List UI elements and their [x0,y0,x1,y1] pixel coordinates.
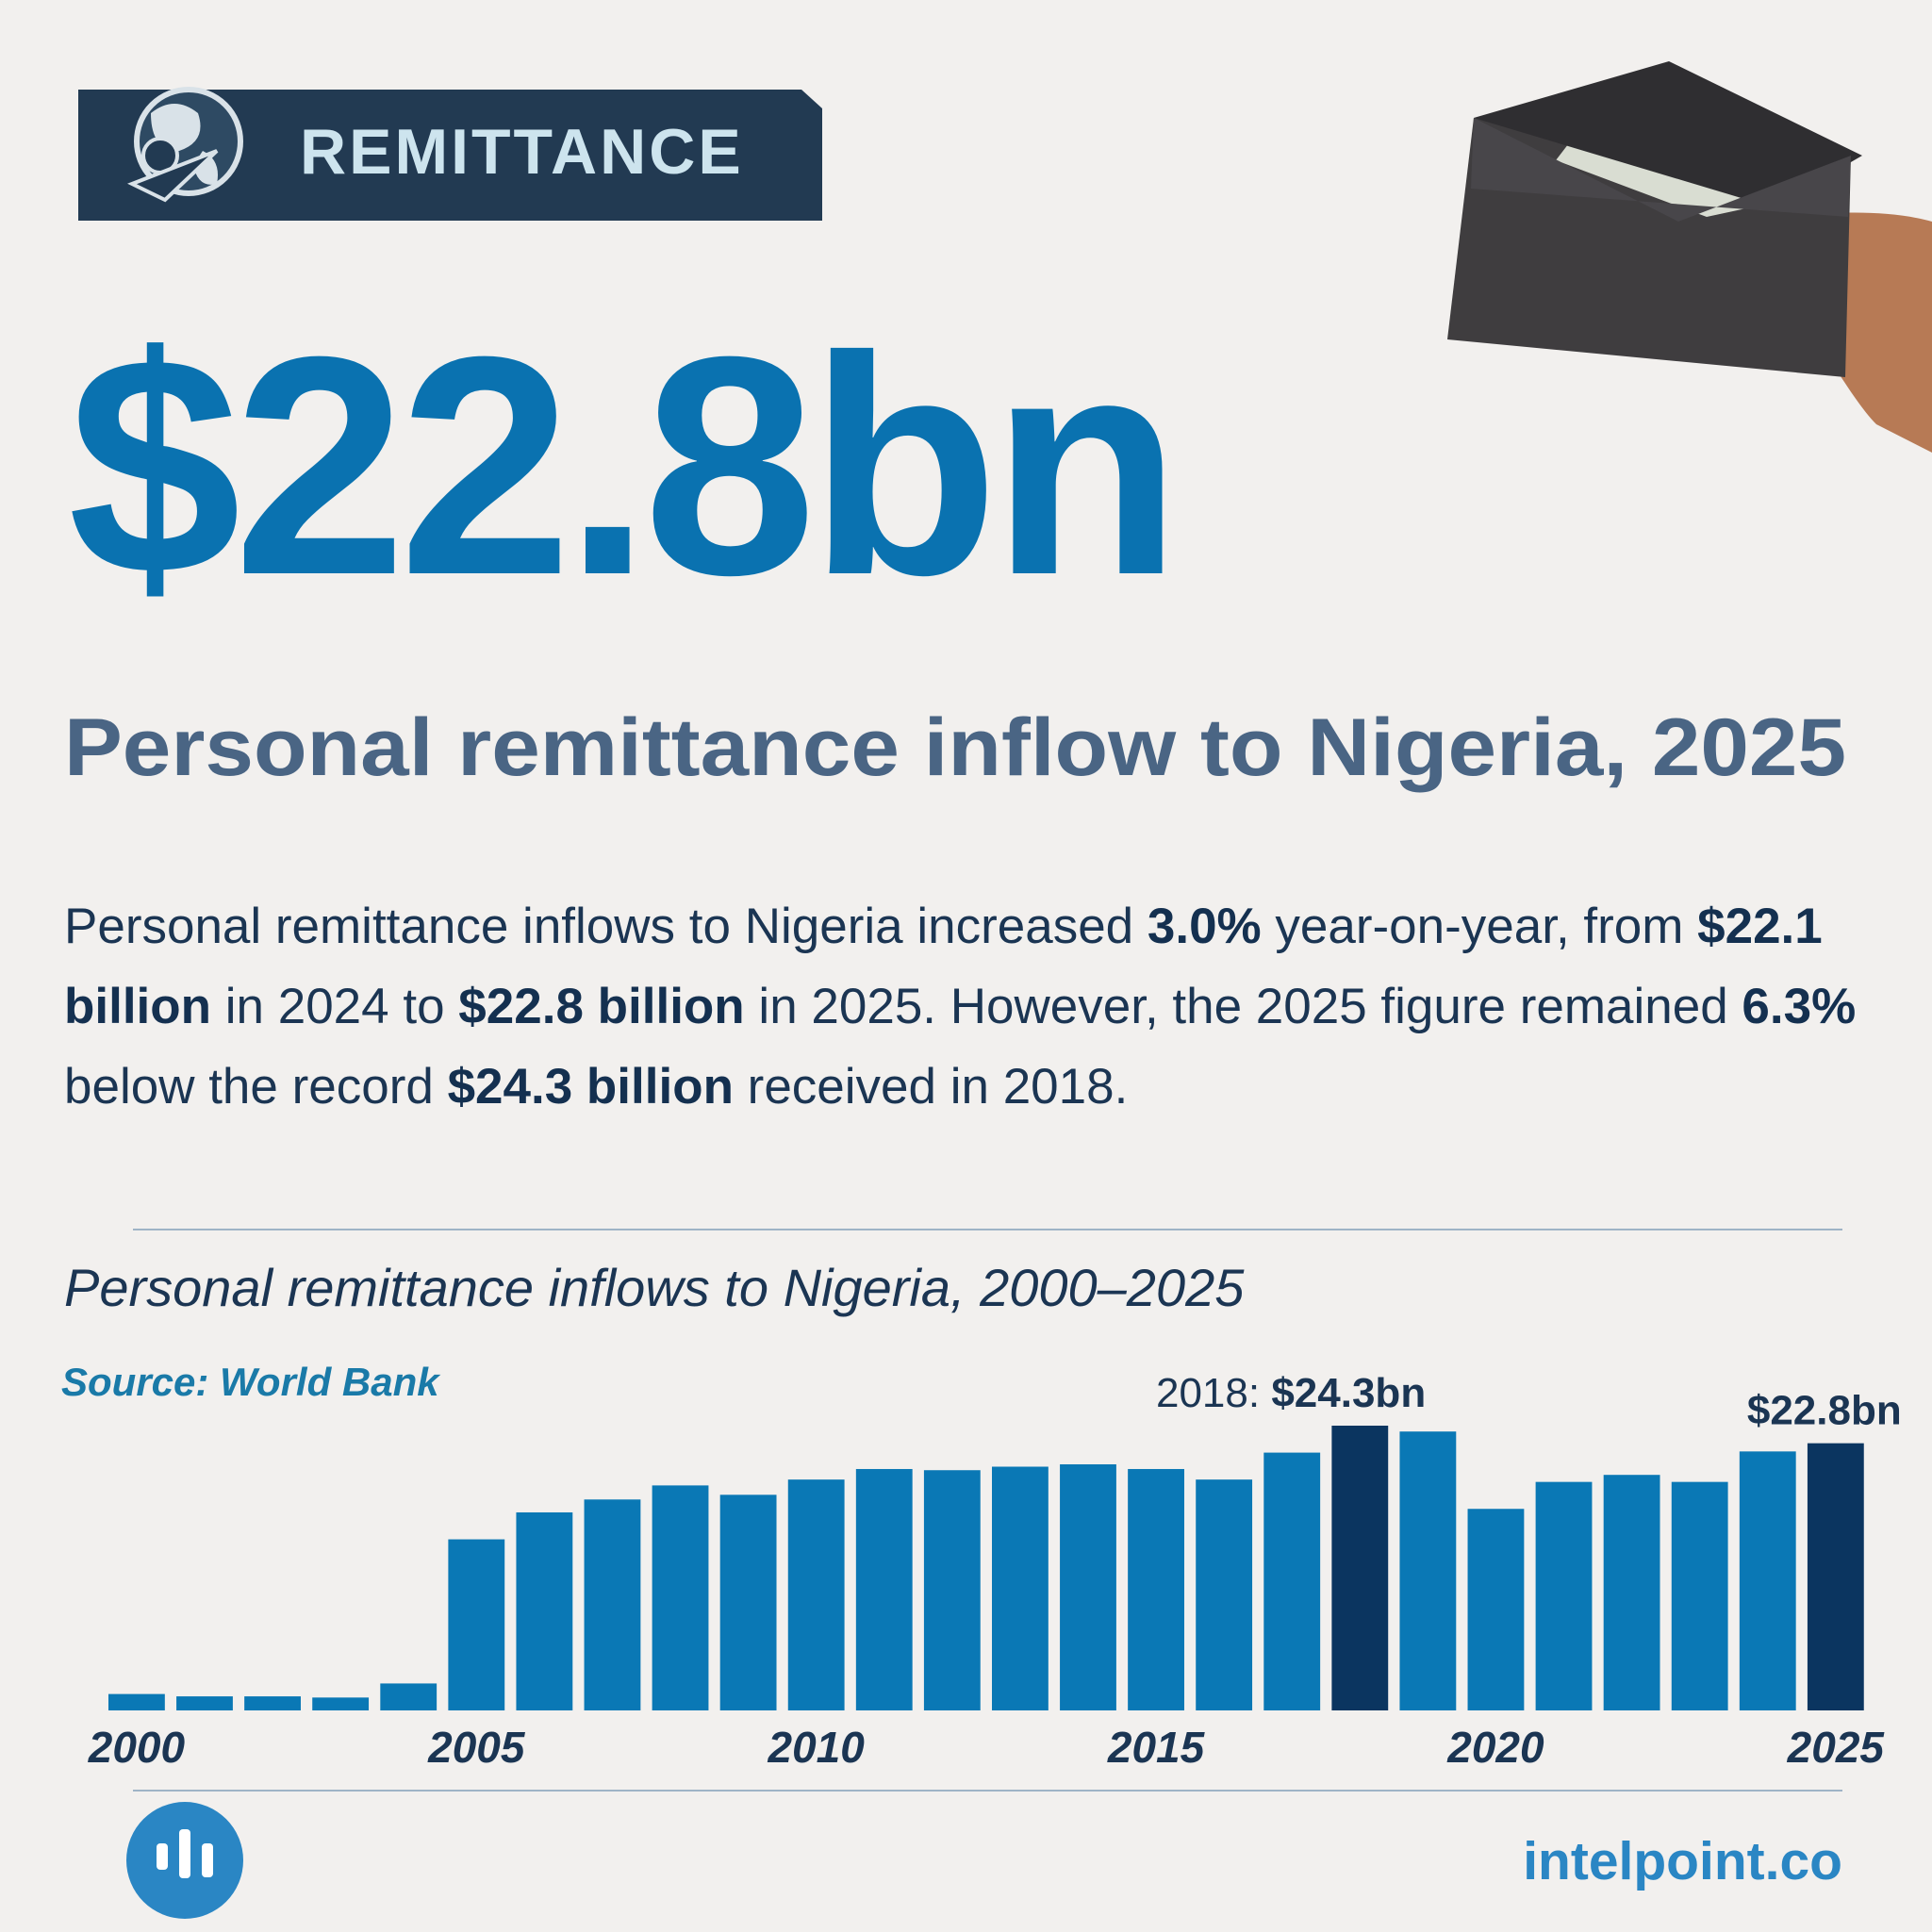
bar [244,1696,301,1710]
bar [1535,1481,1593,1710]
x-tick-label: 2000 [88,1723,186,1772]
body-text: received in 2018. [733,1059,1129,1115]
summary-paragraph: Personal remittance inflows to Nigeria i… [64,886,1912,1127]
envelope-illustration [1447,61,1932,453]
x-tick-label: 2005 [427,1723,526,1772]
highlight-text: 3.0% [1147,899,1262,954]
body-text: Personal remittance inflows to Nigeria i… [64,899,1148,954]
bar [1671,1481,1728,1710]
plot: 2000 2005 2010 2015 2018: $24.3bn 2020 2025 $22… [88,1370,1902,1772]
badge-icon [127,87,243,203]
bar [380,1683,438,1710]
bar [1807,1443,1864,1710]
bar [1331,1426,1389,1710]
value-label: 2018: $24.3bn [1156,1370,1426,1416]
bar [516,1511,573,1710]
highlight-text: $24.3 billion [447,1059,734,1115]
bar [1399,1431,1457,1710]
annotation: 2018: [1156,1370,1260,1416]
bar [1196,1479,1253,1710]
bar [1060,1464,1116,1710]
bar [312,1697,370,1710]
body-text: year-on-year, from [1261,899,1698,954]
x-tick-label: 2025 [1787,1723,1886,1772]
bar [584,1499,641,1710]
bar [719,1494,777,1710]
highlight-text: $22.8 billion [458,979,745,1034]
highlight-text: 6.3% [1742,979,1857,1034]
badge-label: REMITTANCE [300,116,744,188]
body-text: in 2024 to [211,979,459,1034]
bar [108,1693,165,1710]
headline: Personal remittance inflow to Nigeria, 2… [64,702,1846,793]
value-label-text: $24.3bn [1271,1370,1426,1416]
value-label-text: $22.8bn [1747,1388,1902,1434]
bar [176,1696,233,1710]
highlight-text: $22.1 billion [64,899,1823,1034]
value-label: $22.8bn [1747,1388,1902,1434]
bar [652,1485,709,1710]
bar [1128,1468,1184,1710]
chart-title: Personal remittance inflows to Nigeria, … [64,1258,1245,1317]
chart-source: Source: World Bank [61,1360,441,1404]
bar [992,1466,1049,1710]
x-tick-label: 2010 [768,1723,866,1772]
logo [126,1802,243,1919]
badge [78,90,822,221]
headline-value: $22.8bn [68,291,1174,639]
bar [855,1468,913,1710]
bar [923,1470,981,1710]
x-tick-label: 2015 [1107,1723,1206,1772]
bar [787,1479,845,1710]
x-tick-label: 2020 [1446,1723,1544,1772]
brand: intelpoint.co [1523,1831,1842,1891]
bar [448,1539,505,1710]
bar [1263,1452,1321,1710]
bar [1603,1475,1660,1710]
bar [1467,1509,1525,1710]
bar [1739,1451,1796,1710]
body-text: below the record [64,1059,448,1115]
body-text: in 2025. However, the 2025 figure remain… [744,979,1742,1034]
